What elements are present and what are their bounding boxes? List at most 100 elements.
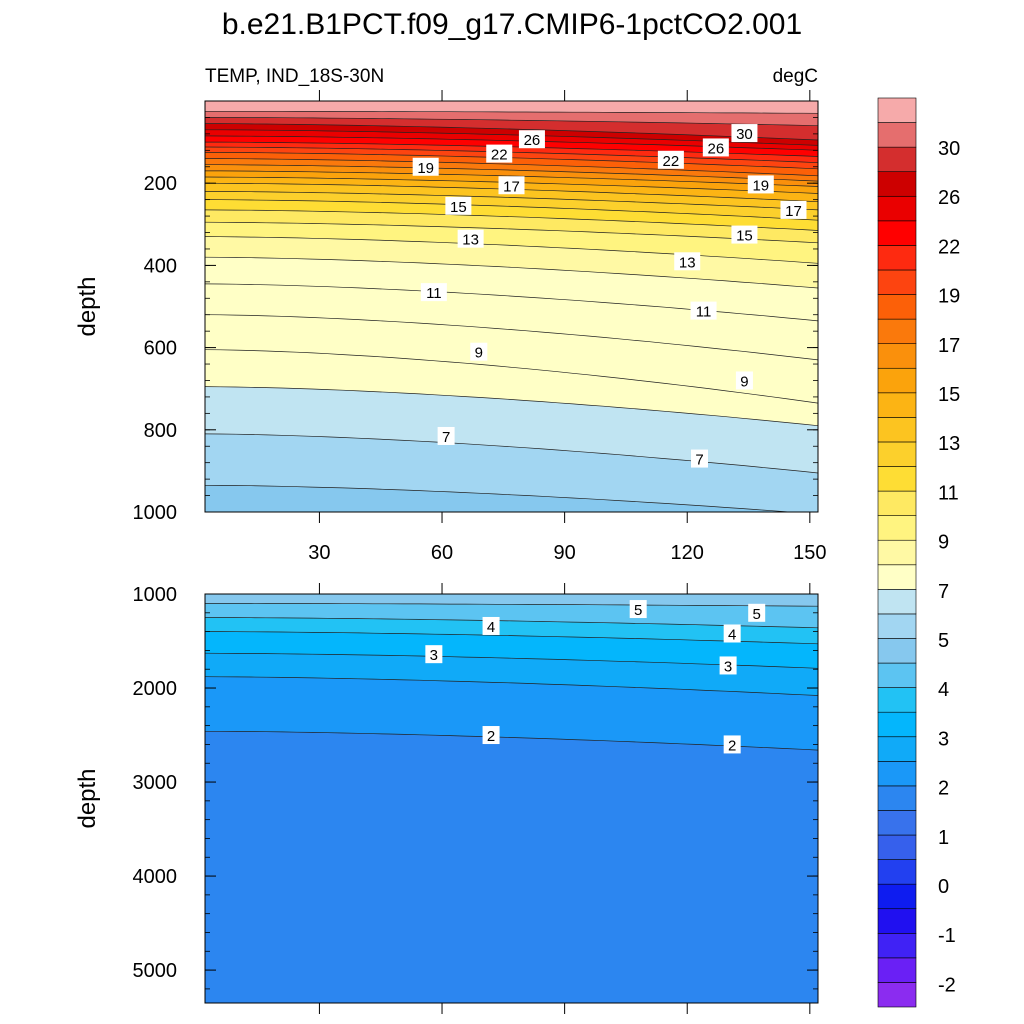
upper-contour-label-group: 19	[747, 175, 774, 194]
colorbar-swatch	[877, 736, 917, 762]
upper-contour-label-group: 17	[780, 200, 807, 220]
upper-contour-label: 26	[524, 132, 541, 149]
upper-contour-label-box	[518, 130, 545, 149]
upper-contour-label-box	[445, 196, 472, 215]
colorbar-swatch	[877, 417, 917, 443]
upper-contour-label-box	[486, 144, 513, 163]
colorbar-label: -1	[938, 925, 956, 947]
upper-contour-label: 30	[736, 126, 753, 143]
upper-y-tick-label: 800	[144, 420, 177, 442]
lower-contour-label-box	[723, 735, 741, 754]
lower-y-tick-label: 3000	[133, 772, 178, 794]
upper-contour-label: 7	[442, 429, 450, 446]
upper-isotherm-6	[205, 433, 818, 474]
upper-isotherm-9	[205, 314, 818, 361]
lower-contour-label-box	[482, 616, 500, 635]
lower-contour-label-box	[482, 726, 500, 745]
upper-isotherm-5	[205, 484, 796, 512]
upper-contour-label-group: 22	[657, 150, 684, 170]
lower-frame	[204, 593, 819, 1004]
lower-contour-label-box	[629, 600, 647, 619]
colorbar-label: 1	[938, 827, 949, 849]
colorbar-label: 19	[938, 286, 960, 308]
variable-label: TEMP, IND_18S-30N	[205, 66, 384, 87]
upper-contour-label-group: 22	[486, 144, 513, 164]
upper-contour-label: 11	[696, 304, 712, 321]
upper-y-tick-label: 400	[144, 255, 177, 277]
lower-isotherm-3.5	[205, 652, 818, 669]
upper-contour-label-group: 11	[690, 301, 717, 321]
colorbar: 30 26 22 19 17 15 13 11 9 7 5 4 3 2 1 0 -1 -2	[877, 97, 960, 1008]
upper-y-tick-label: 600	[144, 338, 177, 360]
upper-contour-label-box	[498, 176, 525, 195]
upper-isotherm-15	[205, 199, 818, 221]
lower-contour-label-group: 5	[629, 600, 647, 619]
upper-contour-label-box	[457, 229, 484, 248]
colorbar-swatch	[877, 589, 917, 615]
upper-x-tick-label: 30	[308, 542, 330, 564]
lower-contour-label: 5	[634, 602, 642, 619]
upper-panel: 26 26 30 22 22 19 19 17 17 15 15 13 13 11 11 9 9 7 7 200 400…	[74, 90, 827, 564]
colorbar-swatch	[877, 97, 917, 123]
colorbar-label: 2	[938, 778, 949, 800]
colorbar-label: 13	[938, 433, 960, 455]
lower-contour-label-box	[425, 645, 443, 664]
upper-x-tick-label: 120	[671, 542, 704, 564]
upper-contour-label: 26	[707, 140, 724, 157]
colorbar-swatch	[877, 662, 917, 688]
upper-contour-label-group: 11	[420, 283, 447, 302]
upper-contour-label: 9	[475, 345, 483, 362]
upper-contour-label-group: 9	[735, 371, 753, 390]
upper-isotherm-16	[205, 191, 818, 211]
upper-contour-label-group: 7	[690, 449, 708, 469]
upper-band-5	[205, 485, 791, 512]
colorbar-label: 30	[938, 138, 960, 160]
upper-contour-label-box	[412, 157, 439, 176]
upper-contour-label-group: 13	[674, 252, 701, 271]
upper-isotherm-14	[205, 209, 818, 231]
upper-contour-label-box	[674, 252, 701, 271]
upper-contour-label: 11	[426, 285, 442, 302]
upper-contour-label-box	[747, 175, 774, 194]
lower-isotherm-2.5	[205, 730, 818, 751]
lower-y-tick-label: 4000	[133, 866, 178, 888]
colorbar-label: -2	[938, 974, 956, 996]
lower-contour-label-group: 2	[723, 735, 741, 754]
lower-contour-label: 3	[430, 647, 438, 664]
lower-contour-label-box	[748, 603, 766, 622]
upper-contour-label-box	[780, 200, 807, 219]
lower-contour-label: 2	[487, 728, 495, 745]
upper-contour-label: 17	[503, 178, 520, 195]
colorbar-label: 7	[938, 581, 949, 603]
upper-isotherm-28	[205, 117, 818, 127]
lower-contour-label-group: 4	[723, 624, 741, 643]
colorbar-swatch	[877, 515, 917, 541]
lower-y-tick-label: 1000	[133, 584, 178, 606]
upper-contour-label-group: 19	[412, 157, 439, 177]
upper-contour-label-group: 26	[518, 130, 545, 149]
colorbar-swatch	[877, 318, 917, 344]
upper-contour-label-box	[420, 283, 447, 302]
colorbar-swatch	[877, 539, 917, 566]
colorbar-swatch	[877, 982, 917, 1008]
upper-x-tick-label: 150	[793, 542, 826, 564]
colorbar-swatch	[877, 490, 917, 516]
upper-isotherm-27	[205, 123, 818, 141]
upper-contour-label-group: 13	[457, 229, 484, 249]
colorbar-swatch	[877, 466, 917, 492]
upper-contour-label-box	[657, 150, 684, 169]
lower-contour-label-group: 2	[482, 726, 500, 745]
colorbar-label: 17	[938, 335, 960, 357]
upper-y-tick-label: 1000	[133, 502, 178, 524]
upper-contour-label-group: 15	[731, 225, 758, 245]
upper-contour-label-group: 26	[702, 138, 729, 157]
upper-contour-label: 9	[740, 373, 748, 390]
upper-isotherm-21	[205, 158, 818, 177]
lower-contour-label-group: 5	[748, 603, 766, 623]
colorbar-swatch	[877, 785, 917, 811]
colorbar-swatch	[877, 367, 917, 394]
lower-y-axis-label: depth	[74, 768, 101, 828]
colorbar-swatch	[877, 343, 917, 369]
upper-contour-label-box	[470, 342, 488, 361]
upper-contour-label-group: 7	[437, 426, 455, 446]
